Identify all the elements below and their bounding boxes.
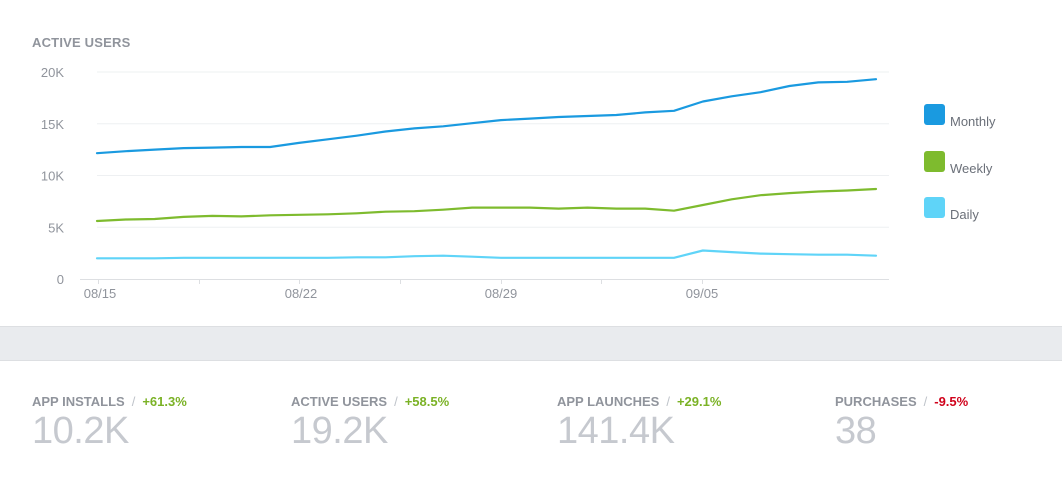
y-tick-label: 10K [41,169,64,184]
series-line-weekly [95,187,878,223]
stat-value: 19.2K [291,410,388,452]
stat-purchases[interactable]: PURCHASES / -9.5% 38 [835,394,968,453]
series-line-daily [95,249,878,260]
chart-series [95,78,878,260]
x-tick-label: 09/05 [686,286,719,301]
stat-value: 10.2K [32,410,129,452]
y-tick-label: 0 [57,272,64,287]
chart-panel: ACTIVE USERS 20K 15K 10K 5K 0 08/15 08/22 08/2… [32,35,996,301]
stat-change: +61.3% [142,394,187,409]
y-axis-ticks: 20K 15K 10K 5K 0 [41,65,64,287]
stat-label: APP LAUNCHES [557,394,660,409]
stat-label: PURCHASES [835,394,917,409]
stat-header: APP INSTALLS / +61.3% [32,394,187,409]
stat-header: APP LAUNCHES / +29.1% [557,394,722,409]
legend-item-monthly[interactable]: Monthly [924,104,996,129]
stat-label: ACTIVE USERS [291,394,388,409]
stats-row: APP INSTALLS / +61.3% 10.2K ACTIVE USERS / +… [0,361,1062,480]
y-tick-label: 15K [41,117,64,132]
legend-item-weekly[interactable]: Weekly [924,151,992,176]
stat-change: +29.1% [676,394,722,409]
stat-value: 141.4K [557,410,675,452]
stat-header: ACTIVE USERS / +58.5% [291,394,450,409]
chart-gridlines [97,71,889,228]
x-axis: 08/15 08/22 08/29 09/05 [80,279,889,301]
legend-label-monthly: Monthly [950,114,996,129]
legend-swatch-weekly [924,151,945,172]
x-tick-label: 08/15 [84,286,117,301]
x-tick-label: 08/29 [485,286,518,301]
stat-active-users[interactable]: ACTIVE USERS / +58.5% 19.2K [291,394,449,453]
stat-change: -9.5% [934,394,969,409]
stat-label: APP INSTALLS [32,394,125,409]
y-tick-label: 5K [48,220,64,235]
y-tick-label: 20K [41,65,64,80]
stat-value: 38 [835,410,877,452]
chart-title: ACTIVE USERS [32,35,131,50]
stat-change: +58.5% [404,394,450,409]
stat-header: PURCHASES / -9.5% [835,394,969,409]
legend-swatch-monthly [924,104,945,125]
stat-app-launches[interactable]: APP LAUNCHES / +29.1% 141.4K [557,394,721,453]
legend-swatch-daily [924,197,945,218]
series-line-monthly [95,78,878,155]
legend-label-daily: Daily [950,207,979,222]
legend-item-daily[interactable]: Daily [924,197,979,222]
line-chart: 20K 15K 10K 5K 0 08/15 08/22 08/29 09/05 [41,65,889,301]
stat-app-installs[interactable]: APP INSTALLS / +61.3% 10.2K [32,394,187,453]
section-divider [0,326,1062,361]
x-tick-label: 08/22 [285,286,318,301]
legend-label-weekly: Weekly [950,161,993,176]
